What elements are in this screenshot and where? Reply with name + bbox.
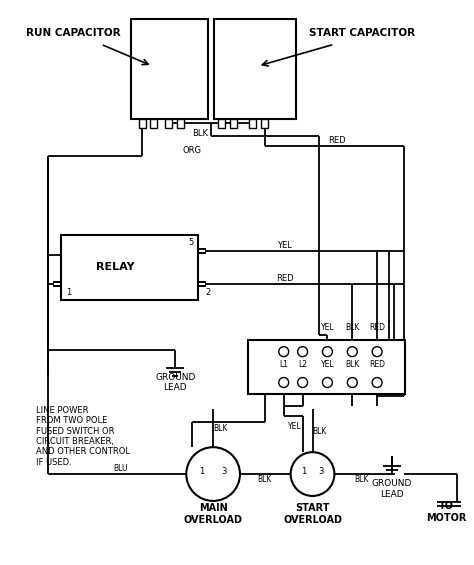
Text: YEL: YEL xyxy=(320,323,334,332)
Circle shape xyxy=(372,377,382,388)
Circle shape xyxy=(347,377,357,388)
Bar xyxy=(131,19,208,119)
Bar xyxy=(214,19,296,119)
Bar xyxy=(61,235,198,300)
Text: RED: RED xyxy=(369,360,385,369)
Text: LINE POWER
FROM TWO POLE
FUSED SWITCH OR
CIRCUIT BREAKER,
AND OTHER CONTROL
IF U: LINE POWER FROM TWO POLE FUSED SWITCH OR… xyxy=(36,406,130,467)
Text: MAIN
OVERLOAD: MAIN OVERLOAD xyxy=(183,503,243,525)
Text: 2: 2 xyxy=(206,289,211,297)
Circle shape xyxy=(322,377,332,388)
Text: 1: 1 xyxy=(66,289,72,297)
Circle shape xyxy=(322,347,332,357)
Text: RED: RED xyxy=(328,136,346,145)
Text: YEL: YEL xyxy=(277,241,292,250)
Text: 1: 1 xyxy=(200,467,205,476)
Text: L1: L1 xyxy=(279,360,288,369)
Text: 3: 3 xyxy=(319,467,324,476)
Text: RELAY: RELAY xyxy=(96,262,135,272)
Circle shape xyxy=(372,347,382,357)
Text: RED: RED xyxy=(276,273,293,282)
Text: YEL: YEL xyxy=(288,422,301,431)
Circle shape xyxy=(279,377,289,388)
Bar xyxy=(177,119,184,128)
Text: ORG: ORG xyxy=(183,146,202,155)
Text: 5: 5 xyxy=(189,238,194,247)
Circle shape xyxy=(298,377,308,388)
Text: BLK: BLK xyxy=(258,475,272,484)
Bar xyxy=(248,340,405,394)
Text: START CAPACITOR: START CAPACITOR xyxy=(309,28,415,38)
Circle shape xyxy=(186,447,240,501)
Text: 1: 1 xyxy=(301,467,306,476)
Text: GROUND
LEAD: GROUND LEAD xyxy=(372,479,412,499)
Text: YEL: YEL xyxy=(320,360,334,369)
Circle shape xyxy=(279,347,289,357)
Text: L2: L2 xyxy=(298,360,307,369)
Bar xyxy=(230,119,237,128)
Text: 3: 3 xyxy=(221,467,227,476)
Circle shape xyxy=(298,347,308,357)
Text: BLK: BLK xyxy=(192,129,208,138)
Circle shape xyxy=(347,347,357,357)
Circle shape xyxy=(291,452,334,496)
Text: BLK: BLK xyxy=(345,323,359,332)
Text: BLU: BLU xyxy=(113,464,128,472)
Bar xyxy=(138,119,146,128)
Bar xyxy=(261,119,268,128)
Bar xyxy=(165,119,173,128)
Text: RUN CAPACITOR: RUN CAPACITOR xyxy=(26,28,120,38)
Text: GROUND
LEAD: GROUND LEAD xyxy=(155,373,196,392)
Text: BLK: BLK xyxy=(213,424,227,433)
Text: BLK: BLK xyxy=(312,427,327,436)
Text: START
OVERLOAD: START OVERLOAD xyxy=(283,503,342,525)
Text: BLK: BLK xyxy=(345,360,359,369)
Text: TO
MOTOR: TO MOTOR xyxy=(427,501,467,523)
Bar xyxy=(151,119,157,128)
Text: BLK: BLK xyxy=(354,475,368,484)
Bar xyxy=(218,119,225,128)
Text: RED: RED xyxy=(369,323,385,332)
Bar xyxy=(249,119,256,128)
